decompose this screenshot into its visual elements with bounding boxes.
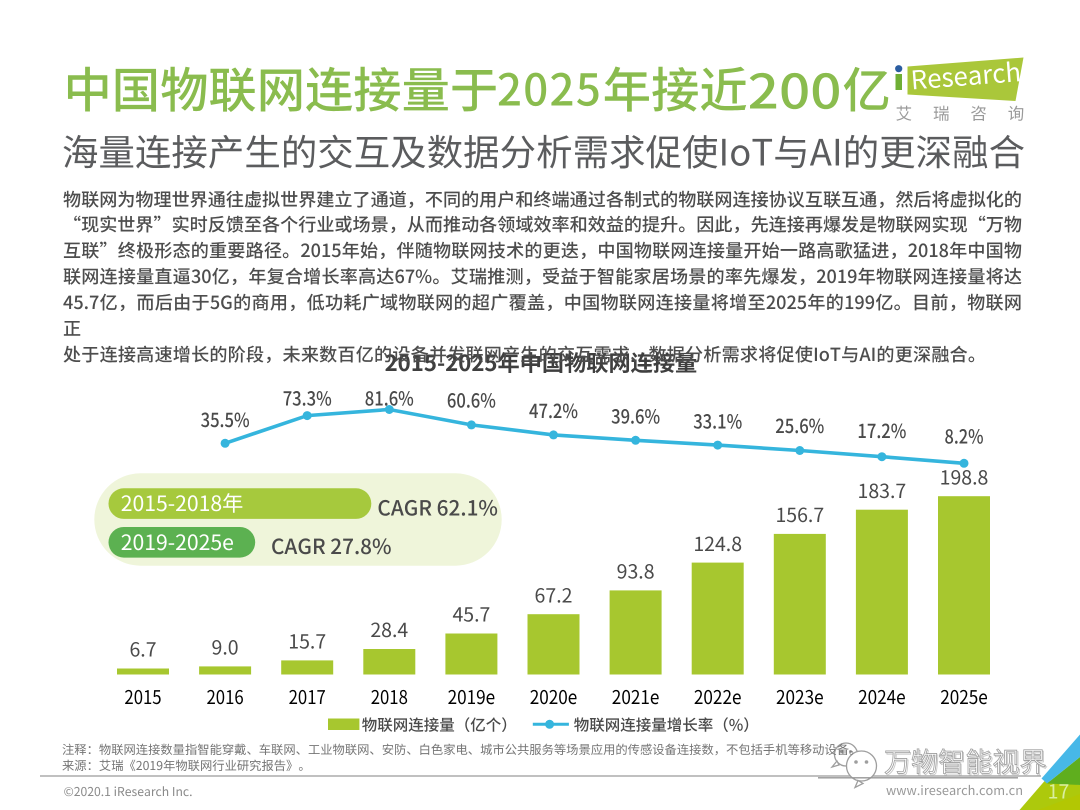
svg-text:156.7: 156.7 — [775, 499, 824, 528]
svg-text:2015: 2015 — [124, 683, 161, 710]
svg-text:200: 200 — [748, 53, 842, 122]
svg-text:2025e: 2025e — [940, 683, 988, 710]
svg-text:www.iresearch.com.cn: www.iresearch.com.cn — [886, 780, 1023, 799]
svg-text:45.7: 45.7 — [452, 599, 490, 628]
svg-text:CAGR 62.1%: CAGR 62.1% — [377, 491, 498, 521]
svg-text:年接近: 年接近 — [603, 52, 748, 122]
svg-text:物联网连接量增长率（%）: 物联网连接量增长率（%） — [574, 714, 759, 736]
svg-text:73.3%: 73.3% — [283, 384, 332, 412]
svg-text:93.8: 93.8 — [617, 556, 655, 585]
svg-text:8.2%: 8.2% — [945, 422, 984, 450]
svg-text:81.6%: 81.6% — [365, 384, 414, 412]
svg-text:124.8: 124.8 — [693, 528, 742, 557]
svg-text:中国物联网连接量于: 中国物联网连接量于 — [64, 52, 499, 122]
svg-text:亿: 亿 — [843, 52, 891, 122]
svg-text:2023e: 2023e — [776, 683, 824, 710]
svg-text:2015-2025年中国物联网连接量: 2015-2025年中国物联网连接量 — [385, 346, 698, 378]
svg-text:9.0: 9.0 — [212, 632, 239, 661]
svg-text:2015-2018年: 2015-2018年 — [121, 487, 244, 518]
svg-text:25.6%: 25.6% — [775, 411, 824, 439]
svg-text:2020e: 2020e — [530, 683, 578, 710]
svg-text:2017: 2017 — [289, 683, 326, 710]
svg-text:2019-2025e: 2019-2025e — [121, 526, 234, 557]
svg-text:35.5%: 35.5% — [201, 405, 250, 433]
svg-text:万物智能视界: 万物智能视界 — [885, 742, 1048, 781]
svg-text:万物智能视界: 万物智能视界 — [884, 741, 1047, 780]
svg-text:183.7: 183.7 — [858, 475, 907, 504]
svg-text:2024e: 2024e — [858, 683, 906, 710]
svg-text:17.2%: 17.2% — [857, 416, 906, 444]
svg-text:47.2%: 47.2% — [529, 396, 578, 424]
svg-text:28.4: 28.4 — [370, 614, 408, 643]
svg-text:2018: 2018 — [371, 683, 408, 710]
svg-text:2021e: 2021e — [612, 683, 660, 710]
svg-text:39.6%: 39.6% — [611, 402, 660, 430]
svg-text:67.2: 67.2 — [535, 579, 573, 608]
svg-text:物联网连接量（亿个）: 物联网连接量（亿个） — [362, 714, 517, 736]
svg-text:33.1%: 33.1% — [693, 406, 742, 434]
svg-text:2022e: 2022e — [694, 683, 742, 710]
svg-text:Research: Research — [909, 52, 1022, 97]
svg-text:CAGR 27.8%: CAGR 27.8% — [271, 530, 392, 560]
svg-text:海量连接产生的交互及数据分析需求促使IoT与AI的更深融合: 海量连接产生的交互及数据分析需求促使IoT与AI的更深融合 — [62, 125, 1025, 177]
svg-text:60.6%: 60.6% — [447, 385, 496, 413]
svg-text:2016: 2016 — [207, 683, 244, 710]
svg-text:©2020.1 iResearch Inc.: ©2020.1 iResearch Inc. — [64, 782, 193, 800]
svg-text:2025: 2025 — [497, 55, 601, 119]
svg-text:2019e: 2019e — [448, 683, 496, 710]
svg-text:15.7: 15.7 — [288, 626, 326, 655]
svg-text:17: 17 — [1048, 775, 1070, 804]
svg-text:艾瑞咨询: 艾瑞咨询 — [896, 101, 1046, 125]
svg-text:6.7: 6.7 — [129, 634, 156, 663]
